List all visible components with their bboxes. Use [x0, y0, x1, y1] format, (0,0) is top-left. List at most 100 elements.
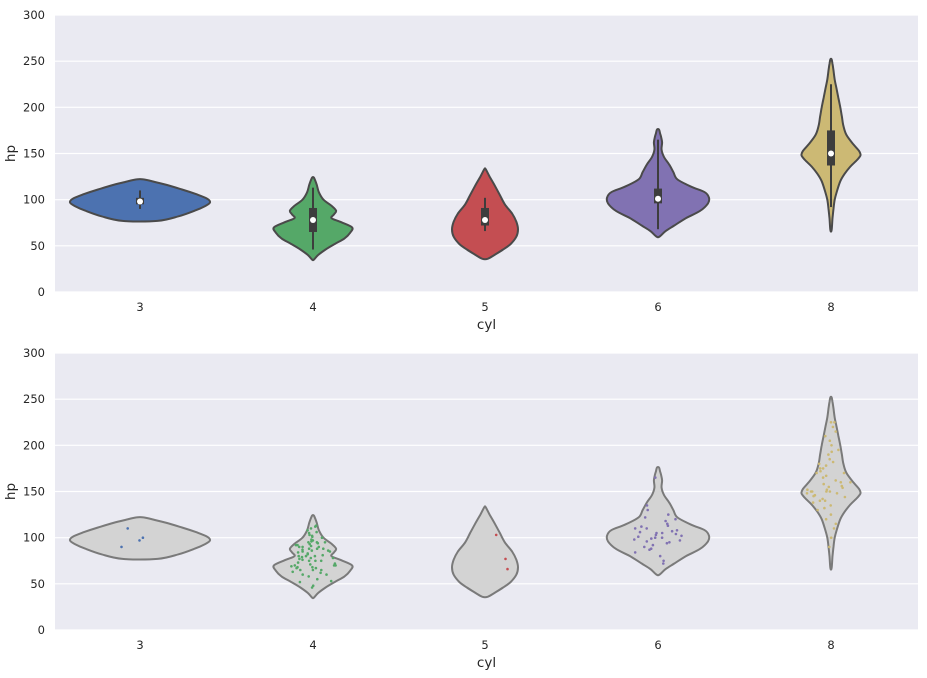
point-4 [322, 547, 325, 550]
box-8 [827, 130, 835, 166]
point-6 [674, 532, 678, 536]
point-8 [824, 434, 827, 438]
point-6 [645, 540, 649, 543]
point-8 [833, 421, 836, 424]
point-4 [320, 568, 323, 572]
point-4 [296, 565, 299, 569]
point-4 [309, 556, 313, 560]
point-3 [138, 539, 141, 542]
point-4 [311, 568, 315, 572]
point-8 [823, 499, 827, 503]
violin-6 [605, 466, 711, 577]
point-4 [311, 584, 315, 587]
point-8 [805, 492, 809, 495]
point-3 [141, 536, 145, 539]
point-6 [646, 508, 649, 512]
point-8 [829, 421, 833, 424]
point-8 [827, 485, 831, 489]
point-8 [806, 488, 809, 492]
point-4 [319, 571, 322, 575]
median-6 [655, 195, 661, 202]
point-4 [297, 554, 301, 558]
point-8 [828, 457, 831, 461]
violin-3 [68, 516, 212, 561]
point-6 [665, 541, 669, 545]
point-4 [314, 559, 317, 563]
point-4 [307, 531, 311, 535]
y-tick-label: 300 [23, 8, 45, 22]
point-3 [120, 545, 123, 549]
point-8 [824, 464, 828, 467]
point-8 [831, 425, 835, 429]
point-8 [824, 517, 828, 521]
point-4 [301, 545, 304, 549]
point-8 [828, 439, 832, 443]
point-4 [298, 580, 302, 584]
point-4 [320, 536, 324, 539]
median-8 [828, 150, 834, 157]
x-tick-label: 4 [309, 638, 316, 652]
bottom-violin-panel: 0 50 100 150 200 250 300 3 4 5 6 8 cyl hp [3, 346, 918, 671]
point-4 [315, 541, 319, 544]
point-8 [821, 476, 825, 479]
point-8 [821, 467, 825, 470]
point-8 [830, 444, 833, 447]
point-8 [822, 482, 825, 486]
point-6 [633, 551, 637, 554]
point-8 [835, 492, 839, 495]
point-6 [643, 516, 647, 519]
point-4 [301, 558, 304, 562]
x-tick-label: 3 [136, 300, 143, 314]
point-4 [333, 562, 337, 565]
point-4 [301, 548, 304, 551]
point-4 [313, 554, 317, 558]
point-4 [326, 549, 330, 552]
point-4 [299, 568, 302, 572]
point-4 [314, 566, 318, 570]
y-tick-label: 100 [23, 531, 45, 545]
x-axis-label: cyl [477, 655, 496, 671]
y-tick-label: 0 [38, 285, 45, 299]
point-4 [321, 553, 325, 557]
point-4 [307, 541, 310, 544]
point-8 [816, 508, 819, 512]
x-tick-label: 4 [309, 300, 316, 314]
y-tick-label: 150 [23, 485, 45, 499]
y-tick-label: 200 [23, 438, 45, 452]
point-8 [810, 490, 814, 493]
point-4 [309, 563, 312, 566]
point-4 [317, 545, 321, 549]
point-4 [331, 556, 335, 560]
point-8 [834, 479, 837, 482]
y-tick-label: 300 [23, 346, 45, 360]
point-6 [668, 541, 671, 544]
point-8 [823, 506, 826, 510]
point-4 [319, 559, 323, 563]
point-8 [811, 501, 815, 504]
point-6 [651, 543, 655, 547]
point-8 [828, 545, 831, 549]
point-6 [645, 527, 648, 530]
point-4 [310, 549, 314, 552]
point-6 [649, 547, 653, 550]
point-8 [829, 513, 833, 516]
violin-4 [272, 514, 354, 600]
point-8 [831, 460, 835, 464]
point-4 [293, 564, 297, 567]
point-6 [640, 525, 643, 528]
point-6 [658, 554, 662, 558]
point-4 [316, 577, 319, 581]
point-4 [301, 573, 305, 576]
point-4 [325, 573, 328, 576]
x-tick-label: 5 [481, 638, 488, 652]
point-8 [849, 481, 852, 484]
point-4 [315, 547, 319, 550]
x-tick-label: 5 [481, 300, 488, 314]
point-6 [643, 545, 646, 549]
point-6 [660, 531, 664, 535]
point-6 [680, 534, 683, 538]
point-8 [834, 522, 838, 526]
y-axis-label: hp [3, 145, 19, 162]
violin-5 [450, 505, 520, 599]
median-4 [310, 216, 316, 223]
